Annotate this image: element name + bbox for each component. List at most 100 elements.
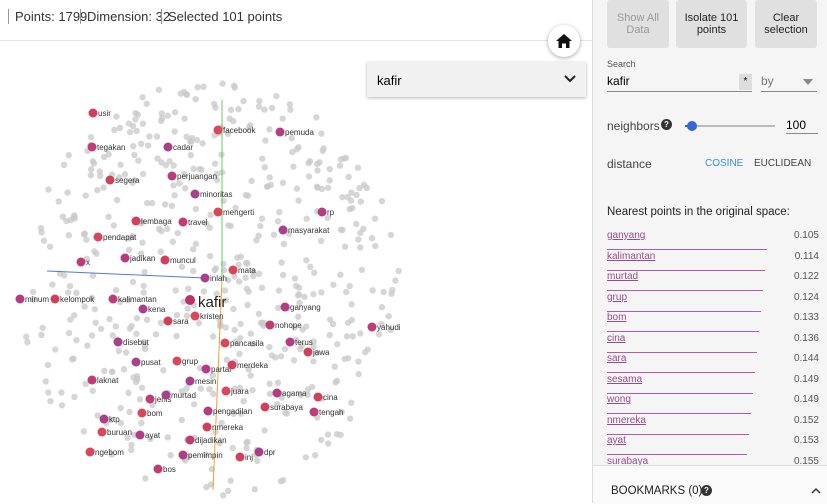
point — [160, 367, 167, 374]
point — [219, 492, 227, 499]
neighbor-name: nmereka — [607, 414, 646, 426]
neighbor-distance: 0.124 — [793, 291, 819, 303]
point — [184, 305, 191, 312]
point — [46, 243, 54, 250]
point-label: disebut — [123, 338, 150, 347]
point-label: nohope — [275, 321, 302, 330]
highlighted-point — [317, 207, 327, 217]
point — [372, 242, 379, 250]
highlighted-point — [260, 402, 270, 412]
point — [65, 329, 73, 337]
point-label: pemimpin — [188, 451, 223, 460]
neighbor-name: surabaya — [607, 455, 649, 467]
point — [122, 349, 130, 356]
cosine-button[interactable]: COSINE — [705, 158, 744, 169]
nearest-row[interactable]: sesama 0.149 — [607, 374, 819, 394]
point — [339, 193, 346, 201]
point — [42, 378, 49, 385]
point — [198, 166, 205, 173]
point — [348, 399, 355, 406]
search-input[interactable]: kafir — [607, 74, 752, 92]
point — [59, 213, 67, 220]
point — [88, 332, 96, 339]
point — [357, 198, 365, 205]
point — [232, 204, 239, 212]
distance-bar — [607, 290, 763, 291]
nearest-row[interactable]: grup 0.124 — [607, 292, 819, 312]
point — [288, 134, 295, 142]
point — [326, 331, 333, 339]
point — [326, 316, 334, 323]
slider-thumb[interactable] — [687, 121, 697, 131]
neighbor-distance: 0.136 — [793, 332, 819, 344]
bookmarks-bar[interactable]: BOOKMARKS (0) ? — [593, 465, 827, 504]
point — [223, 356, 230, 364]
point — [23, 333, 30, 340]
neighbors-input[interactable]: 100 — [786, 118, 818, 134]
point — [129, 278, 137, 286]
help-icon[interactable]: ? — [661, 119, 672, 130]
point — [162, 162, 170, 169]
point — [258, 215, 266, 222]
nearest-row[interactable]: ayat 0.153 — [607, 435, 819, 455]
nearest-row[interactable]: cina 0.136 — [607, 333, 819, 353]
point — [128, 441, 135, 449]
nearest-row[interactable]: bom 0.133 — [607, 312, 819, 332]
point — [305, 173, 313, 180]
point — [222, 324, 229, 331]
nearest-row[interactable]: sara 0.144 — [607, 353, 819, 373]
slider-track[interactable] — [685, 125, 775, 127]
point — [375, 331, 383, 338]
point — [324, 184, 332, 191]
nearest-row[interactable]: wong 0.149 — [607, 394, 819, 414]
point — [302, 323, 310, 330]
scatter-plot[interactable]: usir tegakan cadar facebook pemuda segera perj… — [0, 0, 592, 503]
point — [164, 434, 171, 441]
point — [170, 162, 177, 169]
point — [110, 222, 118, 229]
point — [341, 243, 349, 250]
point-label: kena — [148, 305, 166, 314]
highlighted-point — [120, 253, 130, 263]
point — [70, 312, 78, 319]
highlighted-point — [50, 294, 60, 304]
point — [140, 282, 147, 290]
point — [279, 271, 287, 279]
nearest-row[interactable]: murtad 0.122 — [607, 271, 819, 291]
point — [303, 215, 310, 222]
label-dropdown[interactable]: kafir — [367, 62, 586, 97]
point — [318, 185, 326, 193]
nearest-row[interactable]: nmereka 0.152 — [607, 415, 819, 435]
point — [58, 402, 66, 409]
highlighted-point — [272, 388, 282, 398]
point — [92, 319, 99, 326]
point — [58, 389, 65, 396]
neighbor-distance: 0.133 — [793, 312, 819, 323]
point — [213, 290, 220, 298]
regex-toggle[interactable]: * — [739, 74, 752, 90]
point — [64, 289, 72, 296]
nearest-row[interactable]: ganyang 0.105 — [607, 230, 819, 250]
point — [333, 377, 341, 385]
point — [138, 219, 146, 226]
home-button[interactable] — [548, 25, 580, 57]
isolate-button[interactable]: Isolate 101 points — [676, 0, 747, 48]
point — [216, 317, 223, 324]
point — [181, 115, 188, 122]
show-all-button[interactable]: Show All Data — [607, 0, 669, 48]
neighbor-name: ayat — [607, 435, 626, 446]
nearest-row[interactable]: kalimantan 0.114 — [607, 251, 819, 271]
point — [71, 393, 78, 401]
point-label: kristen — [200, 312, 224, 321]
point-label: pusat — [141, 358, 161, 367]
by-select[interactable]: by — [761, 74, 817, 92]
point — [206, 252, 214, 260]
point — [237, 410, 245, 417]
point-label: facebook — [223, 126, 256, 135]
help-icon[interactable]: ? — [701, 485, 712, 496]
clear-button[interactable]: Clear selection — [755, 0, 817, 48]
point — [349, 204, 356, 212]
euclidean-button[interactable]: EUCLIDEAN — [754, 158, 812, 169]
point — [343, 288, 350, 296]
point — [82, 380, 89, 388]
